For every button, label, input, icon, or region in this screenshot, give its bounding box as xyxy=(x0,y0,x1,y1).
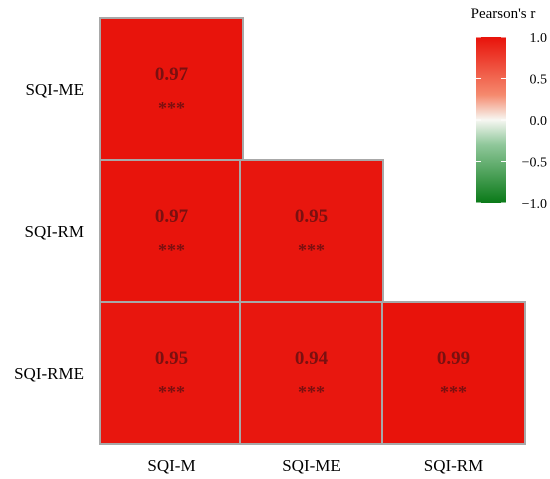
legend-tick-label: −0.5 xyxy=(522,156,547,171)
column-label: SQI-RM xyxy=(424,456,484,475)
cell-value-label: 0.94 xyxy=(295,348,329,369)
cell-value-label: 0.97 xyxy=(155,64,189,85)
cell-significance-label: *** xyxy=(158,98,185,118)
cell-fill xyxy=(99,159,244,303)
legend-tick-label: 1.0 xyxy=(530,31,548,46)
legend-title: Pearson's r xyxy=(471,6,536,22)
cell-value-label: 0.95 xyxy=(295,206,328,227)
cell-value-label: 0.95 xyxy=(155,348,188,369)
cell-fill xyxy=(99,17,244,161)
row-label: SQI-RM xyxy=(24,222,84,241)
row-label: SQI-RME xyxy=(14,364,84,383)
heatmap-cell: 0.97 *** xyxy=(99,17,244,161)
cell-significance-label: *** xyxy=(158,240,185,260)
column-label: SQI-ME xyxy=(282,456,341,475)
cell-significance-label: *** xyxy=(440,382,467,402)
heatmap-cell: 0.95 *** xyxy=(239,159,384,303)
cell-value-label: 0.97 xyxy=(155,206,189,227)
cell-significance-label: *** xyxy=(298,240,325,260)
cell-fill xyxy=(99,301,244,445)
cell-significance-label: *** xyxy=(158,382,185,402)
cell-fill xyxy=(381,301,526,445)
cell-fill xyxy=(239,159,384,303)
column-label: SQI-M xyxy=(147,456,195,475)
cell-value-label: 0.99 xyxy=(437,348,470,369)
legend-tick-label: −1.0 xyxy=(522,197,547,212)
row-label: SQI-ME xyxy=(25,80,84,99)
heatmap-cell: 0.97 *** xyxy=(99,159,244,303)
heatmap-cell: 0.95 *** xyxy=(99,301,244,445)
cell-fill xyxy=(239,301,384,445)
legend-tick-label: 0.5 xyxy=(530,73,548,88)
color-legend: Pearson's r 1.0 0.5 0.0 −0.5 −1.0 xyxy=(471,6,547,212)
cell-significance-label: *** xyxy=(298,382,325,402)
heatmap-cell: 0.99 *** xyxy=(381,301,526,445)
legend-tick-label: 0.0 xyxy=(530,114,548,129)
heatmap-cell: 0.94 *** xyxy=(239,301,384,445)
